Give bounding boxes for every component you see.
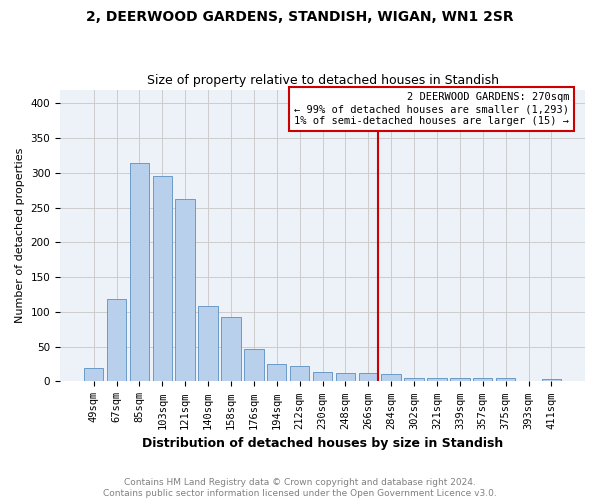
Bar [473, 378, 493, 382]
Bar [130, 162, 149, 382]
Bar [450, 378, 470, 382]
Title: Size of property relative to detached houses in Standish: Size of property relative to detached ho… [146, 74, 499, 87]
Bar [427, 378, 446, 382]
Bar [175, 200, 195, 382]
Bar [221, 317, 241, 382]
Bar [335, 373, 355, 382]
Text: 2, DEERWOOD GARDENS, STANDISH, WIGAN, WN1 2SR: 2, DEERWOOD GARDENS, STANDISH, WIGAN, WN… [86, 10, 514, 24]
Bar [496, 378, 515, 382]
Bar [359, 373, 378, 382]
Bar [244, 350, 263, 382]
Bar [404, 378, 424, 382]
Bar [382, 374, 401, 382]
Bar [267, 364, 286, 382]
Bar [107, 300, 126, 382]
Y-axis label: Number of detached properties: Number of detached properties [15, 148, 25, 323]
Bar [199, 306, 218, 382]
Bar [290, 366, 310, 382]
Text: Contains HM Land Registry data © Crown copyright and database right 2024.
Contai: Contains HM Land Registry data © Crown c… [103, 478, 497, 498]
Bar [542, 380, 561, 382]
Bar [152, 176, 172, 382]
Text: 2 DEERWOOD GARDENS: 270sqm
← 99% of detached houses are smaller (1,293)
1% of se: 2 DEERWOOD GARDENS: 270sqm ← 99% of deta… [294, 92, 569, 126]
X-axis label: Distribution of detached houses by size in Standish: Distribution of detached houses by size … [142, 437, 503, 450]
Bar [313, 372, 332, 382]
Bar [84, 368, 103, 382]
